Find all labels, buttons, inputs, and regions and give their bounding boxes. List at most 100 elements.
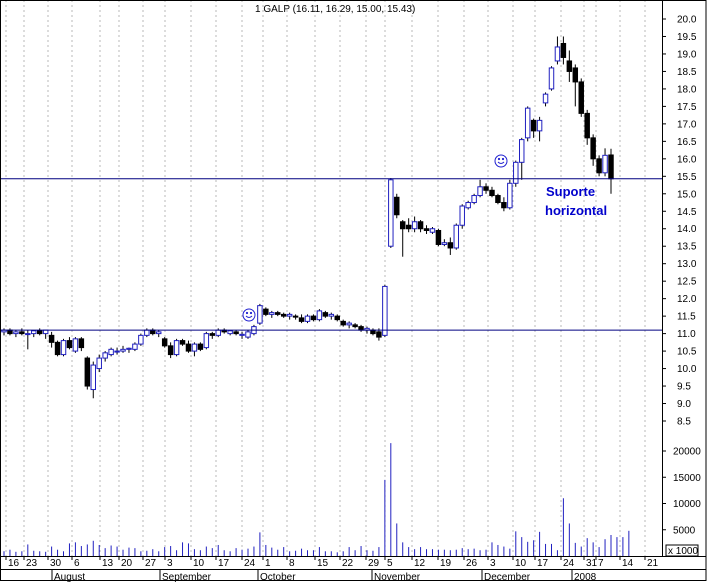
candle	[536, 116, 543, 142]
candle	[465, 200, 471, 210]
y-tick-label: 13.0	[677, 259, 697, 270]
candle	[489, 186, 495, 198]
candle	[346, 321, 352, 329]
candle	[114, 347, 120, 355]
candle	[399, 220, 406, 257]
candle	[280, 312, 287, 318]
x-tick-label: 24	[563, 558, 575, 569]
x-tick-label: 15	[317, 558, 329, 569]
y-tick-label: 19.5	[677, 32, 697, 43]
x-tick-label: 1	[265, 558, 271, 569]
x-tick-label: 3	[167, 558, 173, 569]
x-tick-label: 10	[515, 558, 527, 569]
candle	[167, 342, 174, 359]
candle	[483, 183, 489, 194]
candle	[233, 330, 239, 336]
candle	[584, 109, 590, 145]
candle	[90, 361, 96, 399]
y-tick-label: 18.0	[677, 84, 697, 95]
x-tick-label: 21	[647, 558, 659, 569]
candle	[435, 228, 442, 247]
candle	[417, 220, 424, 233]
y-tick-label: 15.0	[677, 189, 697, 200]
candle	[239, 331, 245, 339]
x-tick-label: 7	[598, 558, 604, 569]
smiley-icon	[494, 154, 508, 168]
support-lines	[0, 178, 662, 331]
volume-layer	[3, 443, 630, 556]
y-tick-label: 12.0	[677, 294, 697, 305]
y-tick-label: 9.5	[677, 382, 691, 393]
candle	[548, 66, 555, 91]
volume-tick-label: 10000	[673, 499, 701, 510]
candle	[429, 226, 436, 234]
candle	[84, 356, 91, 390]
candle	[304, 314, 311, 324]
y-tick-label: 17.0	[677, 119, 697, 130]
candle	[54, 340, 61, 357]
x-tick-label: 14	[622, 558, 634, 569]
candle	[31, 330, 37, 338]
candle	[292, 314, 299, 320]
y-tick-label: 11.5	[677, 312, 696, 323]
month-label: October	[260, 572, 296, 582]
candle	[13, 330, 19, 338]
candle	[263, 307, 269, 317]
candle	[25, 330, 31, 350]
candle	[209, 331, 216, 339]
candle	[519, 137, 525, 180]
candle	[572, 64, 579, 107]
candle	[132, 342, 138, 352]
x-tick-label: 17	[537, 558, 549, 569]
month-label: August	[54, 572, 85, 582]
candle	[269, 310, 275, 318]
month-label: September	[162, 572, 212, 582]
candle	[608, 148, 614, 194]
candle	[394, 193, 400, 219]
candle	[36, 328, 43, 336]
y-tick-label: 20.0	[677, 15, 697, 26]
chart-title: 1 GALP (16.11, 16.29, 15.00, 15.43)	[255, 4, 415, 15]
x-tick-label: 30	[50, 558, 62, 569]
volume-scale-box: x 1000	[665, 544, 699, 557]
y-tick-label: 16.0	[677, 154, 697, 165]
candle	[108, 347, 114, 357]
candle	[42, 329, 49, 339]
y-tick-label: 10.0	[677, 364, 697, 375]
candle	[447, 237, 454, 255]
candle	[578, 78, 584, 117]
x-tick-label: 12	[414, 558, 426, 569]
candle	[530, 118, 537, 138]
candle-layer	[1, 36, 614, 399]
x-tick-label: 27	[145, 558, 157, 569]
candle	[126, 347, 132, 353]
x-tick-label: 16	[8, 558, 20, 569]
candle	[495, 193, 501, 205]
candle	[245, 330, 251, 339]
candle	[334, 314, 340, 322]
candle	[441, 239, 448, 247]
x-tick-label: 6	[74, 558, 80, 569]
candle	[197, 342, 204, 352]
candle	[322, 310, 329, 318]
candle	[275, 310, 281, 317]
candle	[19, 328, 25, 336]
candle	[227, 330, 233, 336]
y-tick-label: 14.0	[677, 224, 697, 235]
candle	[554, 36, 561, 65]
candle	[340, 319, 346, 327]
svg-text:x 1000: x 1000	[668, 546, 698, 557]
y-tick-label: 9.0	[677, 399, 691, 410]
candle	[179, 338, 186, 346]
month-label: 2008	[574, 572, 597, 582]
candle	[72, 337, 79, 353]
candle	[471, 193, 477, 205]
candle	[560, 36, 567, 65]
candle	[388, 178, 394, 248]
candle	[185, 340, 192, 353]
x-tick-label: 8	[289, 558, 295, 569]
y-tick-label: 10.5	[677, 347, 697, 358]
x-tick-label: 5	[387, 558, 393, 569]
y-tick-label: 8.5	[677, 417, 691, 428]
